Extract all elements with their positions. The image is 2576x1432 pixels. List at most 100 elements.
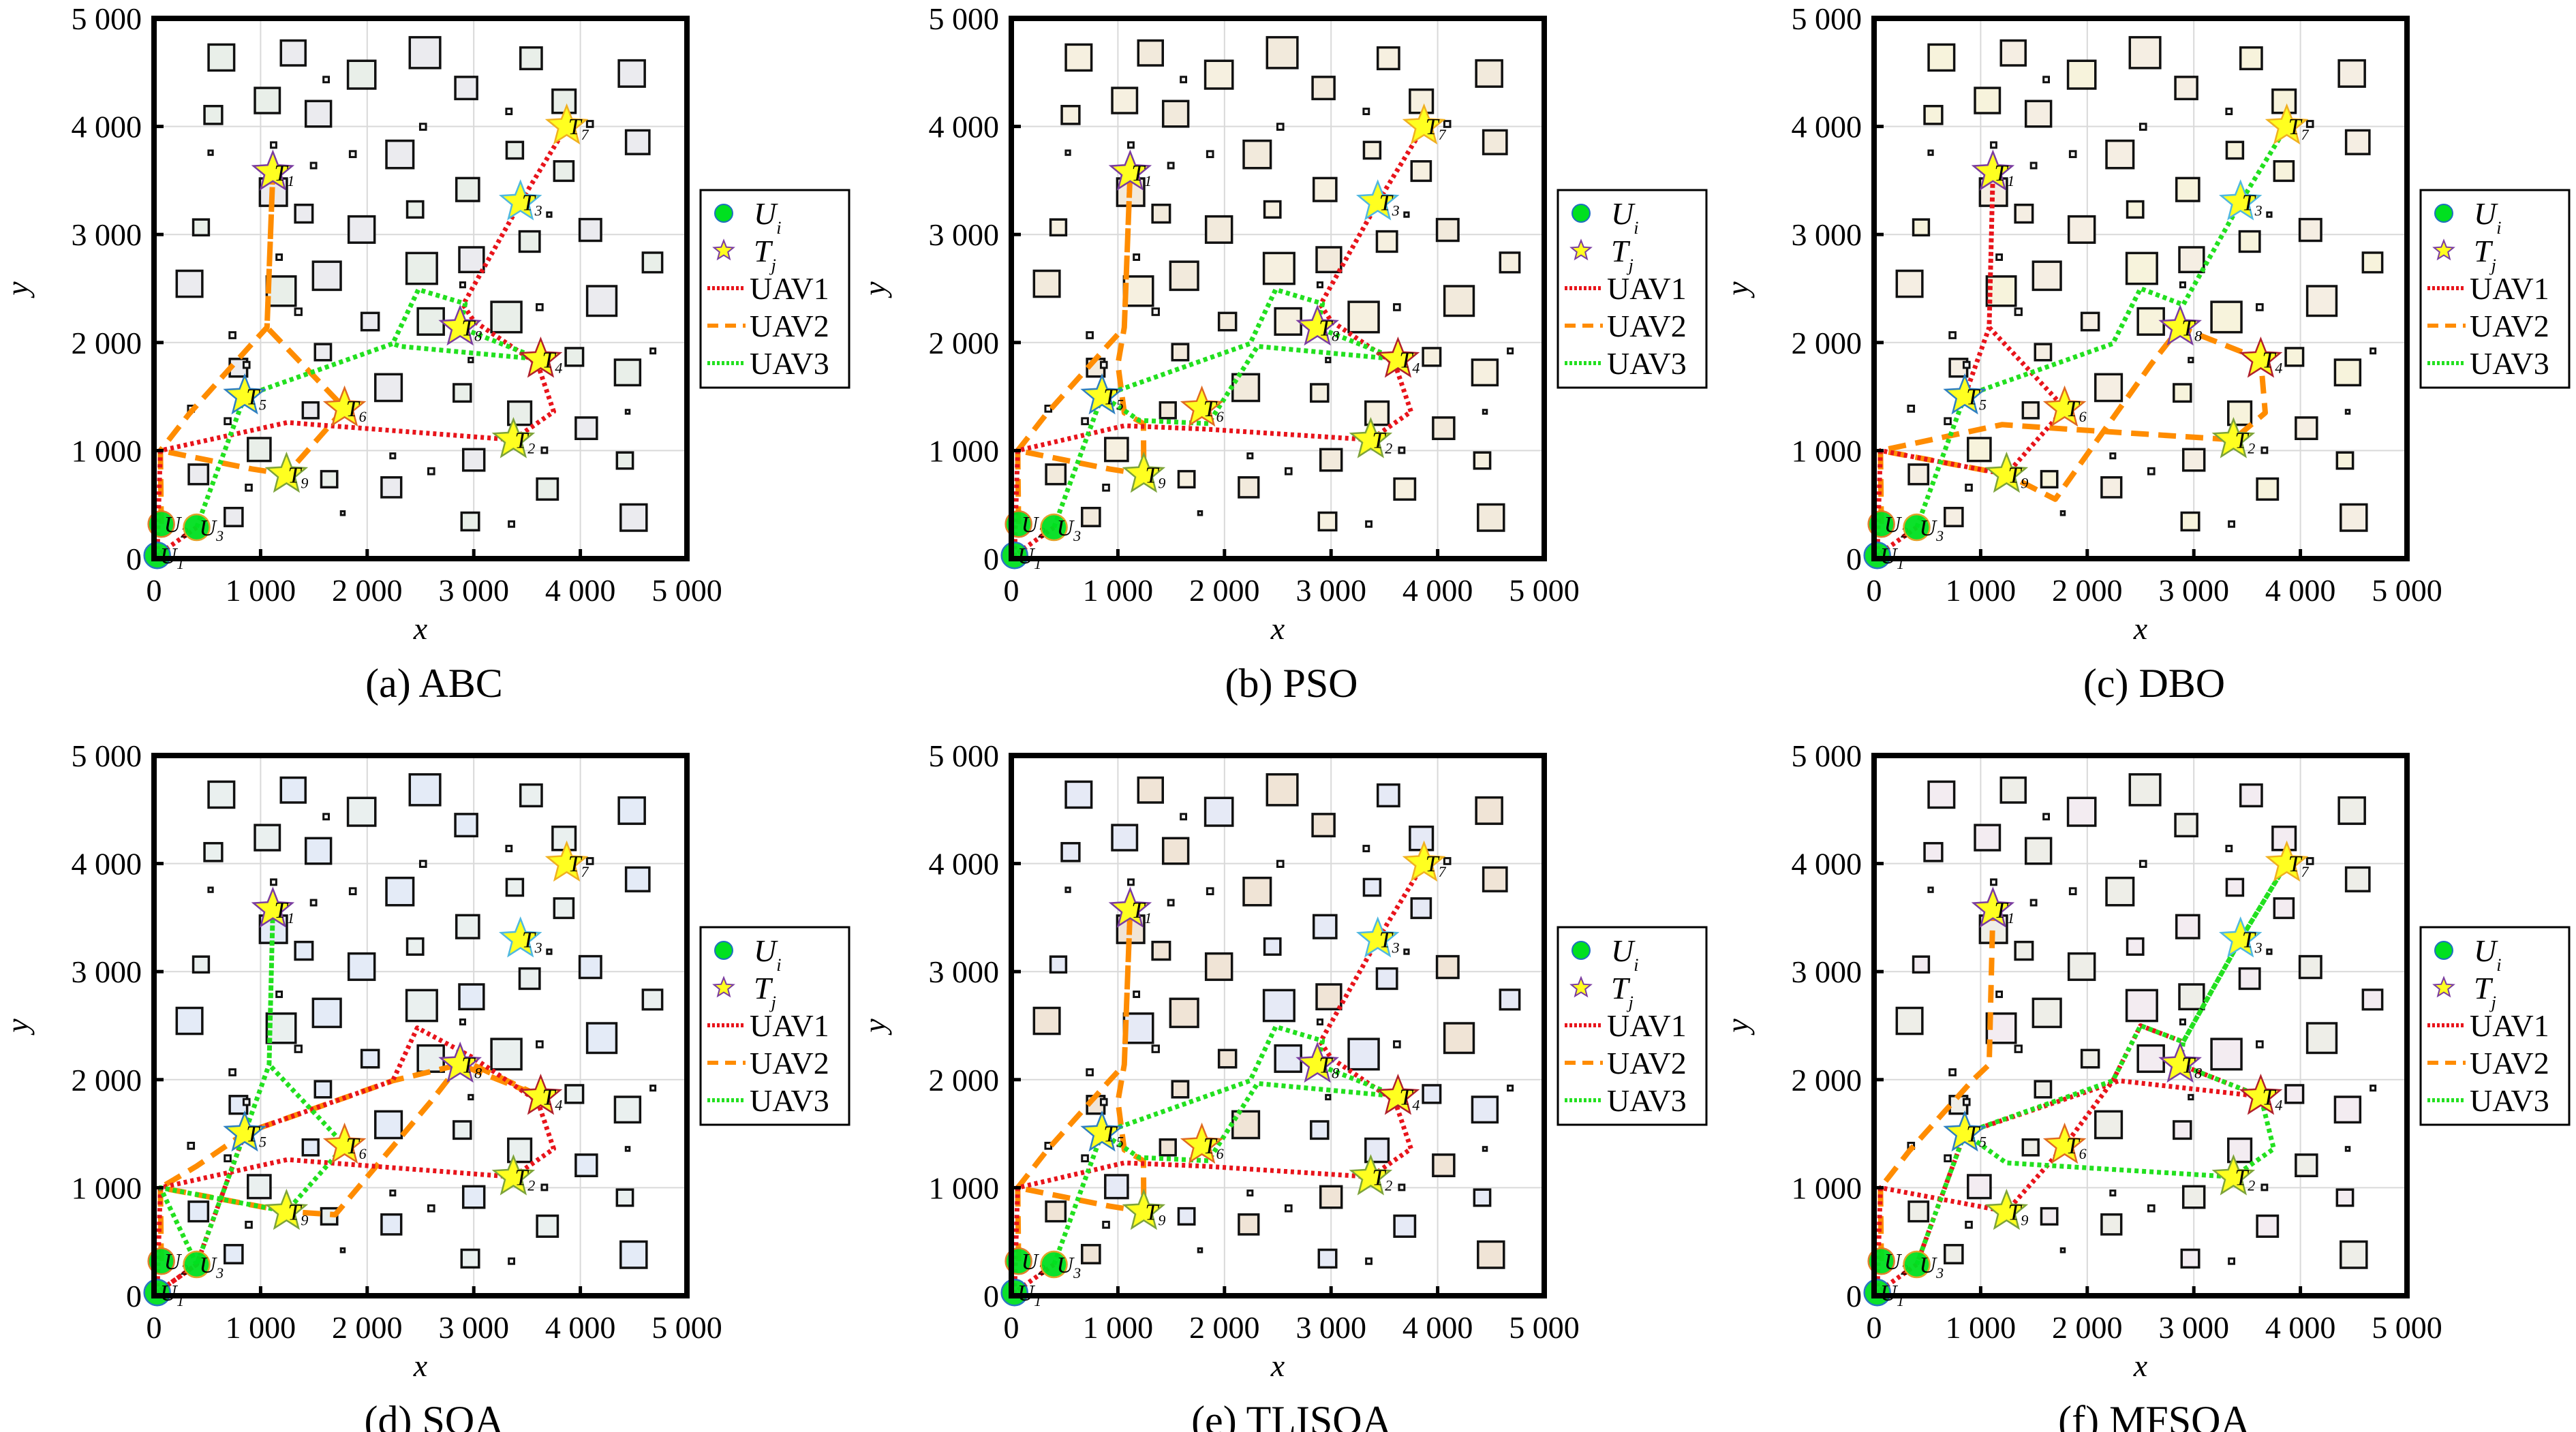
obstacle [2305,120,2314,128]
legend-uav-marker-icon [2434,941,2453,960]
target-marker [1984,451,2029,493]
obstacle [1393,1214,1417,1238]
target-label-sub: 8 [474,1064,482,1081]
obstacle [2125,251,2158,285]
obstacle [1435,217,1460,243]
target-label-sub: 7 [1439,863,1447,880]
plot-frame [1871,16,2410,561]
obstacle [1169,260,1199,292]
legend-box [1557,926,1708,1126]
target-marker [1349,417,1393,458]
obstacle [1393,1040,1401,1048]
y-axis-label: y [857,1018,892,1036]
panel-caption: (f) MFSOA [2058,1398,2250,1432]
target-label-sub: 2 [527,1177,535,1194]
obstacle [2031,260,2062,292]
obstacle [2014,307,2023,316]
route-uav2 [1015,906,1147,1262]
target-label-sub: 7 [581,126,589,143]
x-tick-label: 4 000 [545,573,616,608]
target-marker [1355,916,1400,958]
target-label-sub: 4 [2275,359,2282,376]
obstacle [224,1154,232,1163]
y-axis-label: y [0,281,35,298]
y-tick-label: 1 000 [72,433,142,468]
obstacle [1169,997,1199,1029]
obstacle [540,446,549,454]
obstacle [339,1247,346,1254]
obstacle [649,1085,657,1092]
obstacle [585,857,594,865]
target-marker [1122,1188,1166,1230]
y-tick-label: 1 000 [929,1170,1000,1205]
obstacle [1965,1220,1973,1229]
obstacle [1315,983,1343,1011]
target-label-sub: 2 [527,440,535,457]
obstacle [207,780,236,809]
target-label-sub: 2 [1385,440,1392,457]
obstacle [279,776,307,804]
obstacle [454,76,478,101]
obstacle [1171,1080,1190,1099]
obstacle [453,1120,472,1140]
obstacle [405,989,438,1023]
obstacle [1432,416,1456,441]
obstacle [453,383,472,403]
target-label-sub: 7 [2301,863,2310,880]
obstacle [1311,813,1336,838]
obstacle [346,59,377,90]
obstacle [1238,476,1260,499]
x-tick-label: 2 000 [1189,1310,1260,1345]
legend-label-sub: i [776,955,781,975]
uav-label-sub: 1 [1034,555,1041,572]
obstacle [348,887,357,896]
obstacle [1086,331,1094,339]
obstacle [1375,230,1398,253]
legend-target-marker-icon [2432,976,2455,998]
y-tick-label: 2 000 [929,326,1000,360]
obstacle [1907,405,1916,413]
legend-label-sub: i [2496,218,2501,238]
route-uav3 [194,287,543,529]
obstacle [1276,860,1285,868]
target-marker [2211,1154,2256,1196]
y-axis-label: y [1720,281,1755,298]
y-tick-label: 2 000 [929,1063,1000,1098]
obstacle [546,948,553,955]
target-marker [519,1073,563,1115]
target-marker [2042,1122,2087,1164]
target-label-sub: 3 [534,202,542,219]
obstacle [507,1137,533,1164]
obstacle [2040,1207,2059,1226]
obstacle [1923,104,1944,125]
obstacle [1159,1138,1177,1157]
target-marker [1971,149,2015,191]
obstacle [2126,937,2145,956]
obstacle [2068,150,2077,159]
x-tick-label: 5 000 [2372,1310,2442,1345]
obstacle [1231,373,1261,403]
obstacle [1507,1085,1514,1092]
legend-label-uav3: UAV3 [1607,346,1687,381]
obstacle [1974,824,2002,852]
obstacle [1317,1248,1338,1269]
obstacle [2034,1080,2053,1099]
target-marker [498,916,542,958]
uav-label: U3 [1920,1253,1944,1281]
x-tick-label: 4 000 [2265,1310,2336,1345]
obstacle [1365,1257,1373,1265]
obstacle [1895,1006,1924,1036]
obstacle [1161,837,1190,865]
obstacle [191,218,211,237]
legend-label-sub: j [1627,993,1634,1012]
obstacle [2227,1137,2253,1164]
obstacle [1443,1022,1475,1055]
target-label-sub: 4 [555,359,562,376]
uav-start-marker [1040,1250,1068,1279]
obstacle [2014,1044,2023,1053]
obstacle [1204,215,1233,244]
obstacle [2344,129,2371,155]
target-label-sub: 9 [1158,1211,1165,1228]
